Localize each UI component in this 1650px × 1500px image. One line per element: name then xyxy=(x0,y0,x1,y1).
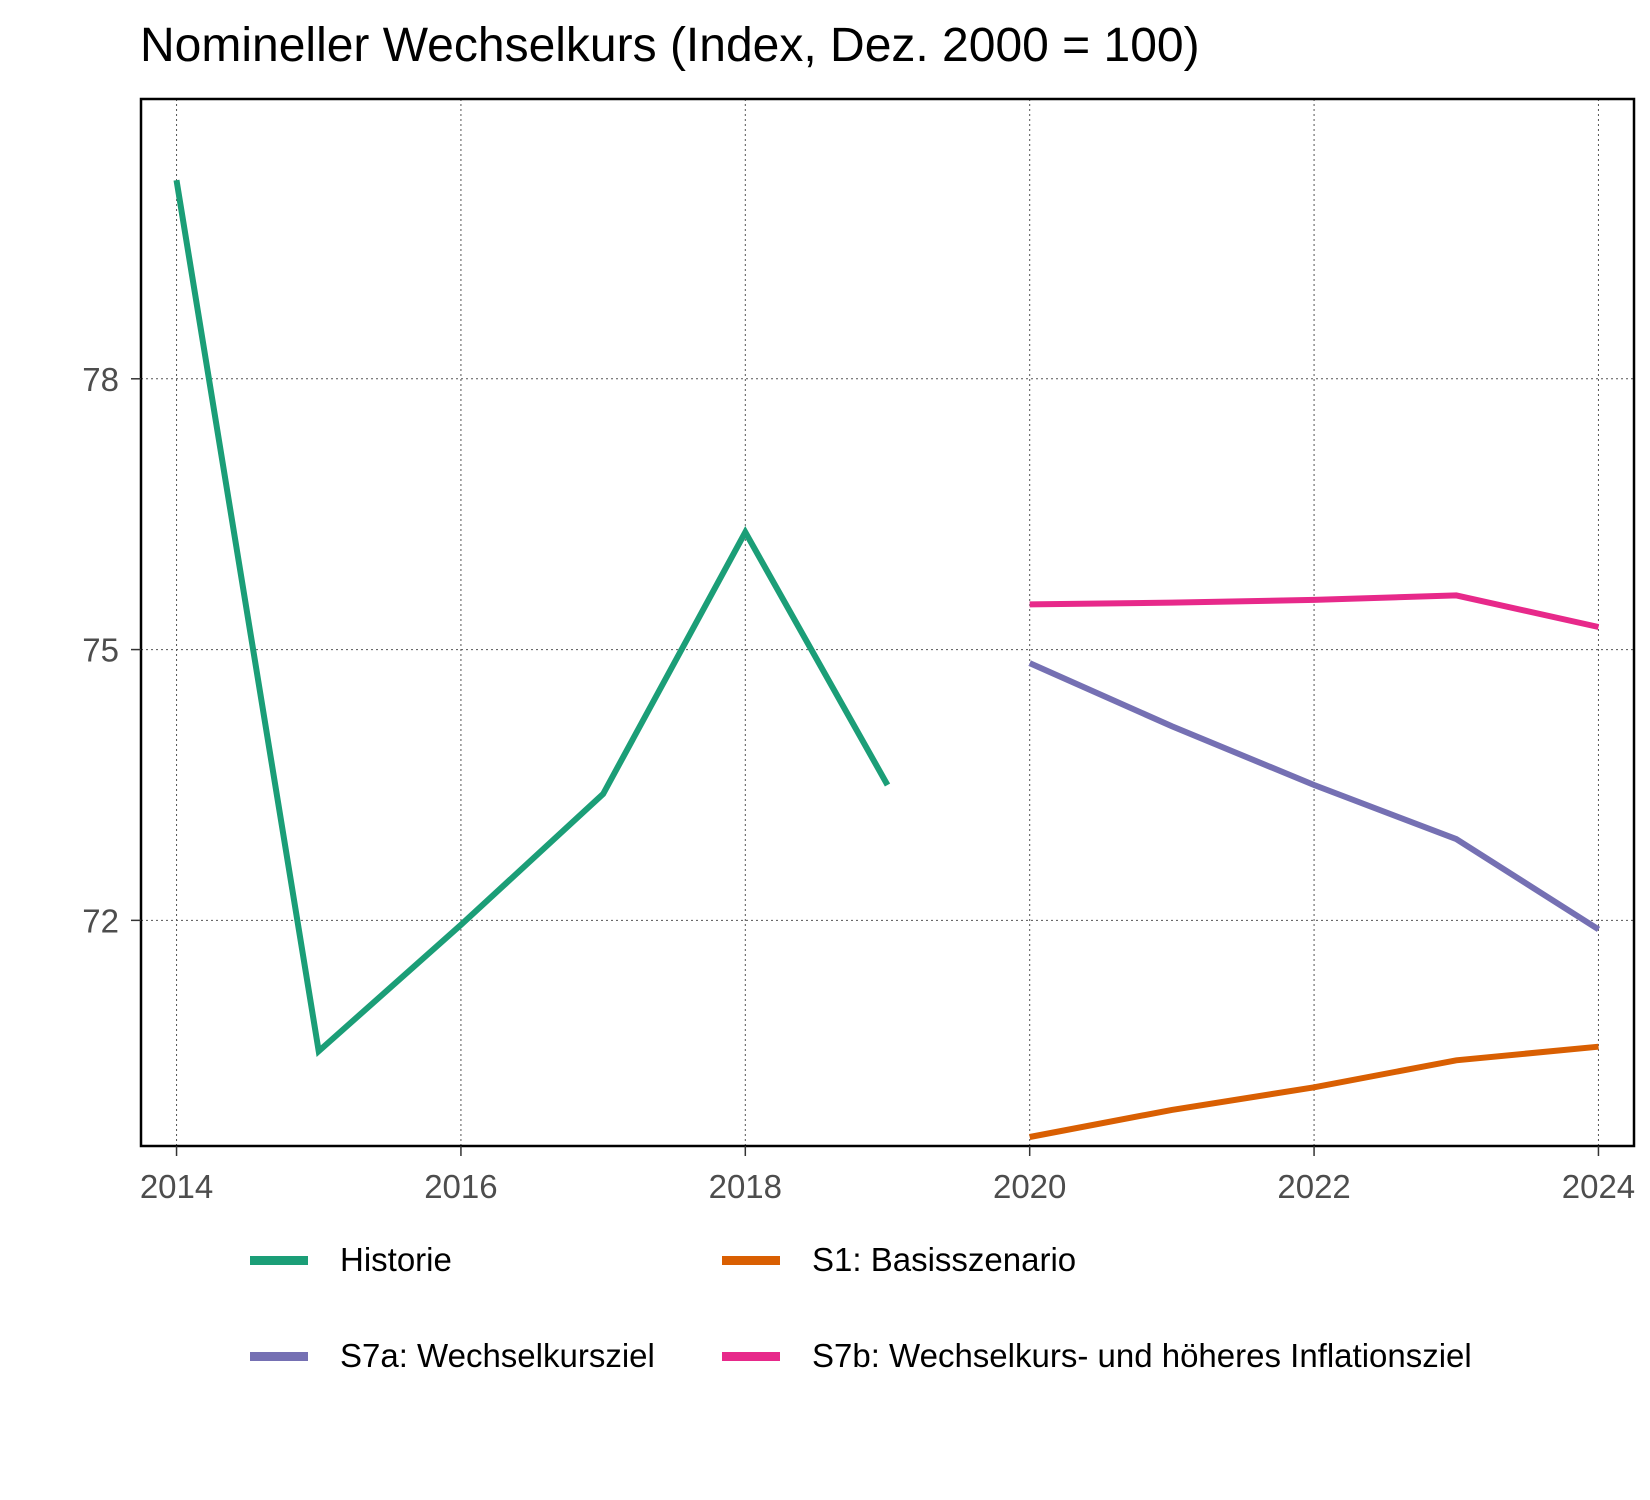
x-tick-label: 2020 xyxy=(993,1168,1066,1205)
legend-swatch xyxy=(250,1255,308,1265)
legend-label: S7a: Wechselkursziel xyxy=(340,1337,655,1374)
x-tick-label: 2022 xyxy=(1277,1168,1350,1205)
legend-label: S7b: Wechselkurs- und höheres Inflations… xyxy=(812,1337,1472,1374)
legend-swatch xyxy=(722,1351,780,1361)
x-tick-label: 2014 xyxy=(140,1168,213,1205)
legend-swatch xyxy=(250,1351,308,1361)
x-tick-label: 2016 xyxy=(424,1168,497,1205)
y-axis-ticks: 72 75 78 xyxy=(82,361,141,939)
x-tick-label: 2018 xyxy=(709,1168,782,1205)
legend-label: S1: Basisszenario xyxy=(812,1241,1077,1278)
gridlines xyxy=(141,99,1634,1146)
legend-swatch xyxy=(722,1255,780,1265)
legend-item: S7b: Wechselkurs- und höheres Inflations… xyxy=(722,1326,1472,1386)
y-tick-label: 78 xyxy=(82,361,119,398)
chart-title: Nomineller Wechselkurs (Index, Dez. 2000… xyxy=(140,19,1200,72)
series-line-1 xyxy=(1029,1043,1599,1140)
x-axis-ticks: 2014 2016 2018 2020 2022 2024 xyxy=(140,1146,1635,1205)
plot-frame xyxy=(139,97,1636,1148)
series-line-2 xyxy=(1028,660,1601,932)
series-line-3 xyxy=(1029,592,1600,630)
legend-item: S7a: Wechselkursziel xyxy=(250,1326,655,1386)
y-tick-label: 72 xyxy=(82,902,119,939)
series-lines xyxy=(173,179,1601,1140)
legend-item: S1: Basisszenario xyxy=(722,1230,1076,1290)
series-line-0 xyxy=(173,179,891,1058)
y-tick-label: 75 xyxy=(82,632,119,669)
legend: Historie S1: Basisszenario S7a: Wechselkur… xyxy=(250,1230,1600,1430)
legend-item: Historie xyxy=(250,1230,452,1290)
x-tick-label: 2024 xyxy=(1562,1168,1635,1205)
legend-label: Historie xyxy=(340,1241,452,1278)
